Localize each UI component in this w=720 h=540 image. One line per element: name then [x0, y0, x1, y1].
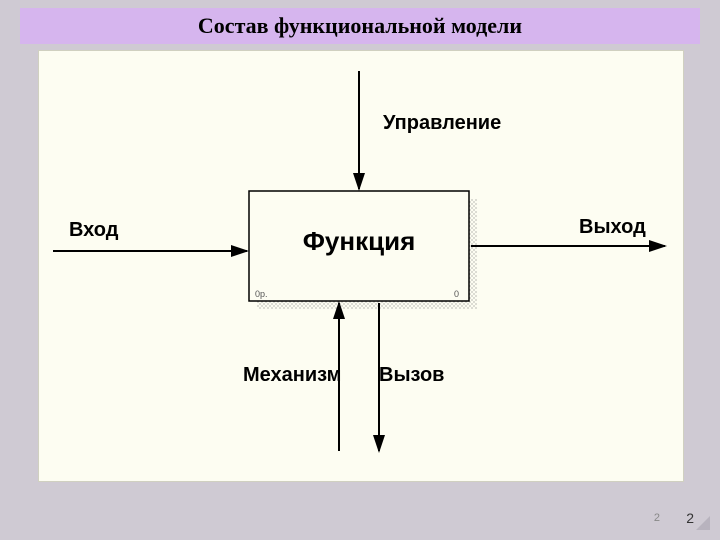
label-control: Управление — [383, 112, 501, 134]
slide: Состав функциональной модели Функция 0p.… — [0, 0, 720, 540]
slide-title: Состав функциональной модели — [198, 13, 522, 39]
title-bar: Состав функциональной модели — [20, 8, 700, 44]
label-output: Выход — [579, 216, 646, 238]
function-box-group: Функция 0p. 0 — [249, 191, 477, 309]
diagram-svg: Функция 0p. 0 Управление Вход Выход Меха… — [39, 51, 683, 481]
page-number-inner: 2 — [654, 512, 660, 524]
corner-fold-icon — [696, 516, 710, 530]
label-mechanism: Механизм — [243, 364, 341, 386]
diagram-panel: Функция 0p. 0 Управление Вход Выход Меха… — [38, 50, 684, 482]
label-input: Вход — [69, 219, 119, 241]
label-call: Вызов — [379, 364, 444, 386]
function-label: Функция — [303, 226, 416, 256]
box-corner-right: 0 — [454, 289, 459, 299]
box-corner-left: 0p. — [255, 289, 268, 299]
page-number-outer: 2 — [686, 510, 694, 526]
